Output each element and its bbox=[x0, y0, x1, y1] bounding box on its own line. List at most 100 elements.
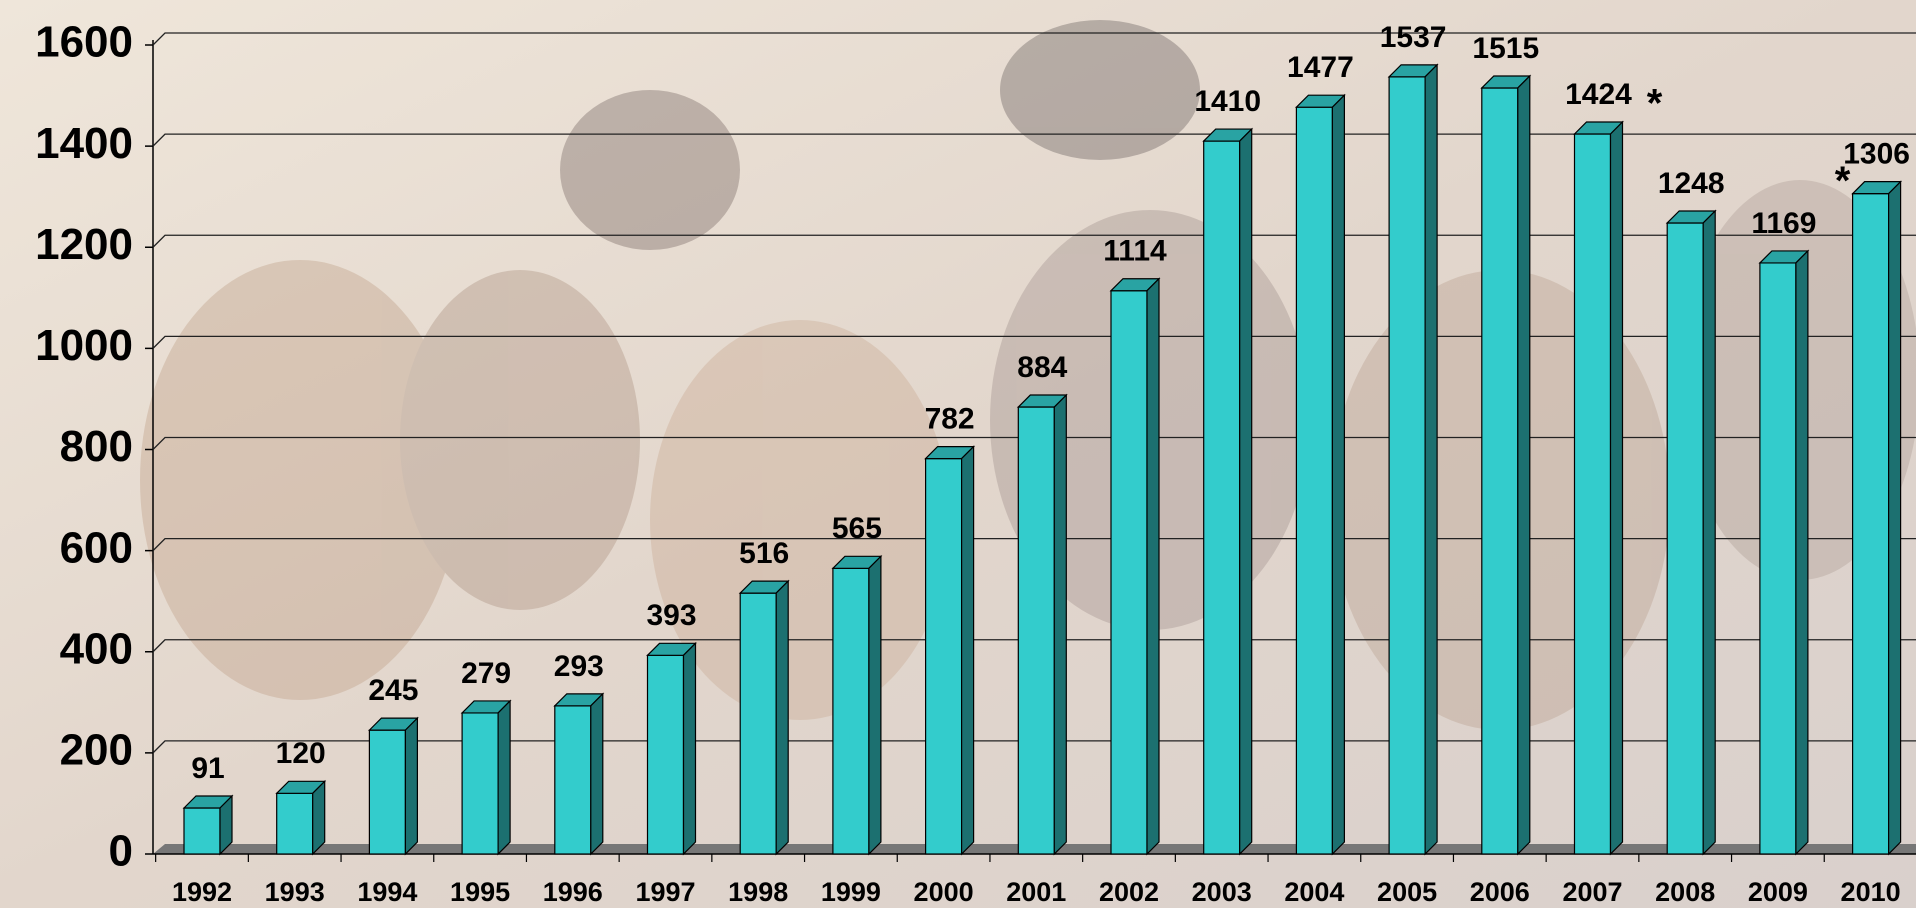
bar-side bbox=[776, 581, 788, 854]
bar bbox=[740, 581, 788, 854]
annotation: * bbox=[1647, 82, 1663, 126]
value-label: 884 bbox=[1017, 351, 1067, 384]
bar bbox=[1667, 211, 1715, 854]
bar bbox=[1296, 95, 1344, 854]
bar-front bbox=[1482, 88, 1518, 854]
value-label: 1477 bbox=[1287, 51, 1354, 84]
bar bbox=[1575, 122, 1623, 854]
annotation: * bbox=[1835, 159, 1851, 203]
bar-front bbox=[1389, 77, 1425, 854]
y-tick-label: 400 bbox=[60, 624, 133, 673]
y-tick-label: 1200 bbox=[35, 220, 133, 269]
bar-front bbox=[648, 655, 684, 854]
bar-front bbox=[1760, 263, 1796, 854]
value-label: 782 bbox=[925, 403, 975, 436]
bar-side bbox=[591, 694, 603, 854]
value-label: 1248 bbox=[1658, 167, 1725, 200]
bar-front bbox=[1575, 134, 1611, 854]
x-tick-label: 2007 bbox=[1562, 877, 1622, 907]
x-tick-label: 1992 bbox=[172, 877, 232, 907]
bar-side bbox=[1889, 182, 1901, 854]
bar-front bbox=[462, 713, 498, 854]
bar-front bbox=[740, 593, 776, 854]
bar-side bbox=[1518, 76, 1530, 854]
x-tick-label: 2005 bbox=[1377, 877, 1437, 907]
bar-side bbox=[1147, 279, 1159, 854]
y-tick-label: 200 bbox=[60, 726, 133, 775]
x-tick-label: 1995 bbox=[450, 877, 510, 907]
bar-front bbox=[369, 730, 405, 854]
value-label: 1410 bbox=[1194, 85, 1261, 118]
bar-front bbox=[1018, 407, 1054, 854]
bar-side bbox=[1425, 65, 1437, 854]
value-label: 1114 bbox=[1103, 235, 1167, 268]
bar-front bbox=[1667, 223, 1703, 854]
value-label: 393 bbox=[646, 599, 696, 632]
bar-side bbox=[1054, 395, 1066, 854]
x-tick-label: 2006 bbox=[1470, 877, 1530, 907]
bar-side bbox=[1703, 211, 1715, 854]
chart: 0 200 400 600 800 1000 1200 1400 1600 1992 91 1993 1… bbox=[0, 0, 1916, 908]
y-tick-label: 1600 bbox=[35, 18, 133, 67]
value-label: 1306 bbox=[1843, 138, 1910, 171]
y-tick-label: 800 bbox=[60, 422, 133, 471]
value-label: 516 bbox=[739, 537, 789, 570]
bar bbox=[277, 781, 325, 854]
x-tick-label: 1994 bbox=[357, 877, 417, 907]
bar bbox=[462, 701, 510, 854]
bar-front bbox=[1296, 107, 1332, 854]
value-label: 1169 bbox=[1751, 207, 1816, 240]
bar-side bbox=[313, 781, 325, 854]
value-label: 293 bbox=[554, 650, 604, 683]
bar bbox=[1760, 251, 1808, 854]
x-tick-label: 1996 bbox=[543, 877, 603, 907]
bar bbox=[1018, 395, 1066, 854]
bar bbox=[1204, 129, 1252, 854]
bar-front bbox=[555, 706, 591, 854]
value-label: 1537 bbox=[1380, 21, 1447, 54]
bar bbox=[926, 447, 974, 854]
value-label: 1424 bbox=[1565, 78, 1632, 111]
x-tick-label: 2009 bbox=[1748, 877, 1808, 907]
x-tick-label: 2010 bbox=[1841, 877, 1901, 907]
bar bbox=[184, 796, 232, 854]
x-tick-label: 2002 bbox=[1099, 877, 1159, 907]
bar-side bbox=[869, 556, 881, 854]
bar-front bbox=[1111, 291, 1147, 854]
bar bbox=[1111, 279, 1159, 854]
bar bbox=[833, 556, 881, 854]
bar-side bbox=[1611, 122, 1623, 854]
x-tick-label: 1997 bbox=[635, 877, 695, 907]
x-tick-label: 2000 bbox=[914, 877, 974, 907]
bar bbox=[1389, 65, 1437, 854]
bar bbox=[555, 694, 603, 854]
bar-front bbox=[1204, 141, 1240, 854]
x-tick-label: 2003 bbox=[1192, 877, 1252, 907]
bar-front bbox=[1853, 194, 1889, 854]
bar bbox=[1482, 76, 1530, 854]
x-tick-label: 2008 bbox=[1655, 877, 1715, 907]
x-tick-label: 1999 bbox=[821, 877, 881, 907]
bar-front bbox=[926, 459, 962, 854]
bar-side bbox=[962, 447, 974, 854]
y-tick-label: 1400 bbox=[35, 119, 133, 168]
y-tick-label: 1000 bbox=[35, 321, 133, 370]
value-label: 120 bbox=[276, 737, 326, 770]
value-label: 565 bbox=[832, 512, 882, 545]
x-tick-label: 1998 bbox=[728, 877, 788, 907]
y-tick-label: 0 bbox=[109, 827, 133, 876]
bar-front bbox=[184, 808, 220, 854]
bar-side bbox=[1332, 95, 1344, 854]
x-tick-label: 2004 bbox=[1284, 877, 1344, 907]
bar-side bbox=[498, 701, 510, 854]
bar-side bbox=[684, 643, 696, 854]
x-tick-label: 1993 bbox=[265, 877, 325, 907]
value-label: 245 bbox=[368, 674, 418, 707]
bar-front bbox=[833, 568, 869, 854]
value-label: 279 bbox=[461, 657, 511, 690]
x-tick-label: 2001 bbox=[1006, 877, 1066, 907]
bar-side bbox=[1796, 251, 1808, 854]
value-label: 91 bbox=[191, 752, 224, 785]
y-tick-label: 600 bbox=[60, 523, 133, 572]
bar-front bbox=[277, 793, 313, 854]
